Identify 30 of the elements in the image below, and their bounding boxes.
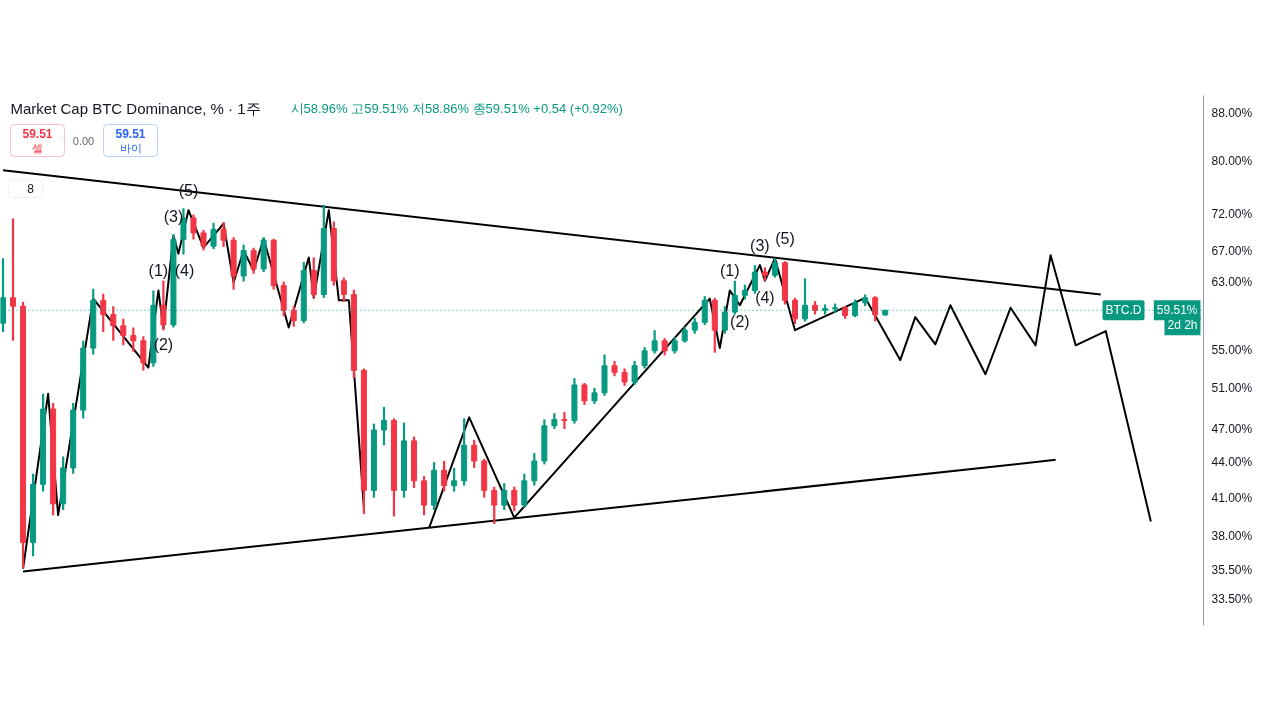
annotation: (1) (720, 262, 740, 280)
chart-title: Market Cap BTC Dominance, % · 1주 (10, 100, 261, 117)
annotation: (1) (148, 262, 169, 280)
y-tick-label: 33.50% (1211, 592, 1253, 607)
y-tick-label: 72.00% (1211, 207, 1253, 222)
annotation: (3) (750, 237, 770, 255)
annotation: (2) (730, 313, 750, 331)
annotation: 바이 (119, 141, 142, 154)
annotation: 8 (27, 182, 35, 196)
y-tick-label: 55.00% (1211, 342, 1253, 357)
annotation: 59.51 (115, 127, 146, 141)
annotation: 셀 (32, 141, 43, 154)
y-tick-label: 35.50% (1211, 563, 1253, 578)
annotation: 0.00 (72, 134, 95, 147)
annotation: (4) (755, 288, 775, 306)
annotation: 2d 2h (1167, 318, 1198, 333)
y-tick-label: 51.00% (1211, 380, 1253, 395)
y-tick-label: 67.00% (1211, 243, 1253, 258)
y-tick-label: 47.00% (1211, 421, 1253, 436)
y-tick-label: 80.00% (1211, 154, 1253, 169)
y-tick-label: 44.00% (1211, 455, 1253, 470)
y-tick-label: 41.00% (1211, 490, 1253, 505)
y-tick-label: 63.00% (1211, 274, 1253, 289)
annotation: (5) (775, 230, 795, 248)
annotation: 59.51 (22, 127, 53, 141)
y-tick-label: 38.00% (1211, 528, 1253, 543)
y-tick-label: 88.00% (1211, 106, 1253, 121)
ref-line-label: BTC.D (1105, 303, 1142, 318)
chart-subtitle: 시58.96% 고59.51% 저58.86% 종59.51% +0.54 (+0.92%) (290, 101, 623, 116)
annotation: 59.51% (1156, 303, 1198, 318)
